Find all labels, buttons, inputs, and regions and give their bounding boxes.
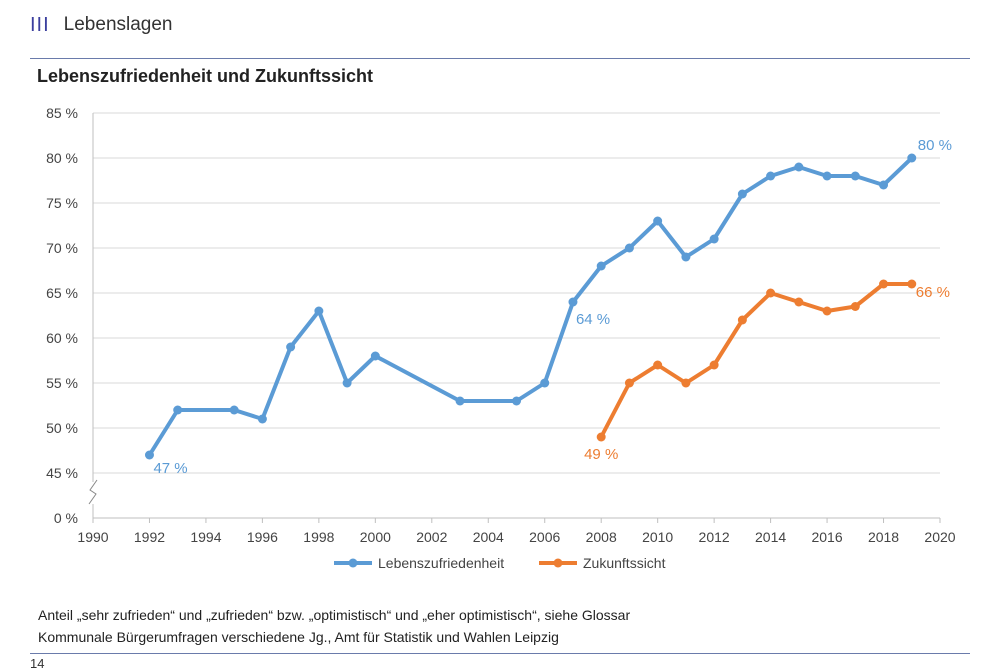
x-tick-label: 1990 [77, 529, 108, 545]
data-point [624, 378, 634, 388]
x-tick-label: 2020 [924, 529, 955, 545]
data-point [314, 306, 324, 316]
data-point [257, 414, 267, 424]
data-point [681, 378, 691, 388]
data-point [624, 243, 634, 253]
data-point [822, 171, 832, 181]
axis-break-mark [88, 479, 98, 505]
y-tick-label: 0 % [54, 510, 78, 526]
data-point [596, 261, 606, 271]
x-tick-label: 2000 [360, 529, 391, 545]
data-label: 64 % [576, 311, 610, 328]
footnote-definition: Anteil „sehr zufrieden“ und „zufrieden“ … [38, 607, 631, 623]
data-point [766, 288, 776, 298]
data-point [907, 279, 917, 289]
data-point [850, 302, 860, 311]
y-tick-label: 50 % [46, 420, 78, 436]
chart-title: Lebenszufriedenheit und Zukunftssicht [37, 66, 374, 86]
data-point [737, 189, 747, 199]
y-tick-label: 60 % [46, 330, 78, 346]
data-label: 80 % [918, 137, 952, 154]
series-line-2 [599, 282, 914, 439]
data-point [681, 252, 691, 262]
y-tick-label: 80 % [46, 150, 78, 166]
section-header: III Lebenslagen [30, 10, 173, 40]
footnotes: Anteil „sehr zufrieden“ und „zufrieden“ … [38, 604, 630, 648]
data-point [568, 297, 578, 307]
x-tick-label: 2018 [868, 529, 899, 545]
data-point [879, 279, 889, 289]
data-point [342, 378, 352, 388]
x-tick-label: 2016 [811, 529, 842, 545]
data-point [907, 153, 917, 163]
data-point [850, 171, 860, 181]
x-tick-label: 1998 [303, 529, 334, 545]
y-tick-label: 75 % [46, 195, 78, 211]
data-label: 66 % [916, 284, 950, 301]
y-tick-label: 85 % [46, 105, 78, 121]
x-tick-label: 1996 [247, 529, 278, 545]
data-point [229, 405, 239, 415]
x-tick-label: 2014 [755, 529, 786, 545]
y-tick-label: 55 % [46, 375, 78, 391]
legend-label-1: Lebenszufriedenheit [378, 555, 504, 571]
page-number: 14 [30, 656, 45, 671]
legend-marker-1 [348, 558, 358, 568]
data-label: 49 % [584, 446, 618, 463]
y-tick-label: 65 % [46, 285, 78, 301]
data-point [653, 360, 663, 370]
data-point [512, 396, 521, 406]
section-mark: III [30, 13, 50, 36]
data-point [794, 162, 804, 172]
x-tick-label: 1992 [134, 529, 165, 545]
data-point [709, 360, 719, 370]
data-label: 47 % [153, 460, 187, 477]
line-chart: 0 % 45 % 50 % 55 % 60 % 65 % 70 % 75 % 80 % 85 % 1… [46, 105, 956, 571]
data-point [766, 171, 776, 181]
x-tick-label: 2006 [529, 529, 560, 545]
x-tick-label: 2010 [642, 529, 673, 545]
data-point [596, 432, 606, 442]
footnote-source: Kommunale Bürgerumfragen verschiedene Jg… [38, 629, 559, 645]
legend-marker-2 [553, 558, 563, 568]
data-point [737, 315, 747, 325]
data-point [879, 180, 889, 190]
data-point [144, 450, 154, 460]
data-point [709, 234, 719, 244]
y-tick-label: 70 % [46, 240, 78, 256]
axis-break-mask [87, 482, 99, 504]
data-point [370, 351, 380, 361]
data-point [794, 297, 804, 307]
legend-label-2: Zukunftssicht [583, 555, 666, 571]
section-title: Lebenslagen [63, 14, 173, 35]
series-line-1 [147, 156, 914, 457]
x-tick-label: 2002 [416, 529, 447, 545]
x-tick-label: 2012 [699, 529, 730, 545]
footer-divider [30, 653, 970, 654]
data-point [653, 216, 663, 226]
x-tick-label: 1994 [190, 529, 221, 545]
y-tick-label: 45 % [46, 465, 78, 481]
x-tick-label: 2004 [473, 529, 504, 545]
data-point [822, 306, 832, 316]
data-point [540, 378, 550, 388]
x-tick-label: 2008 [586, 529, 617, 545]
header-divider [30, 58, 970, 59]
data-point [455, 396, 465, 406]
data-point [286, 342, 296, 352]
data-point [173, 405, 183, 415]
